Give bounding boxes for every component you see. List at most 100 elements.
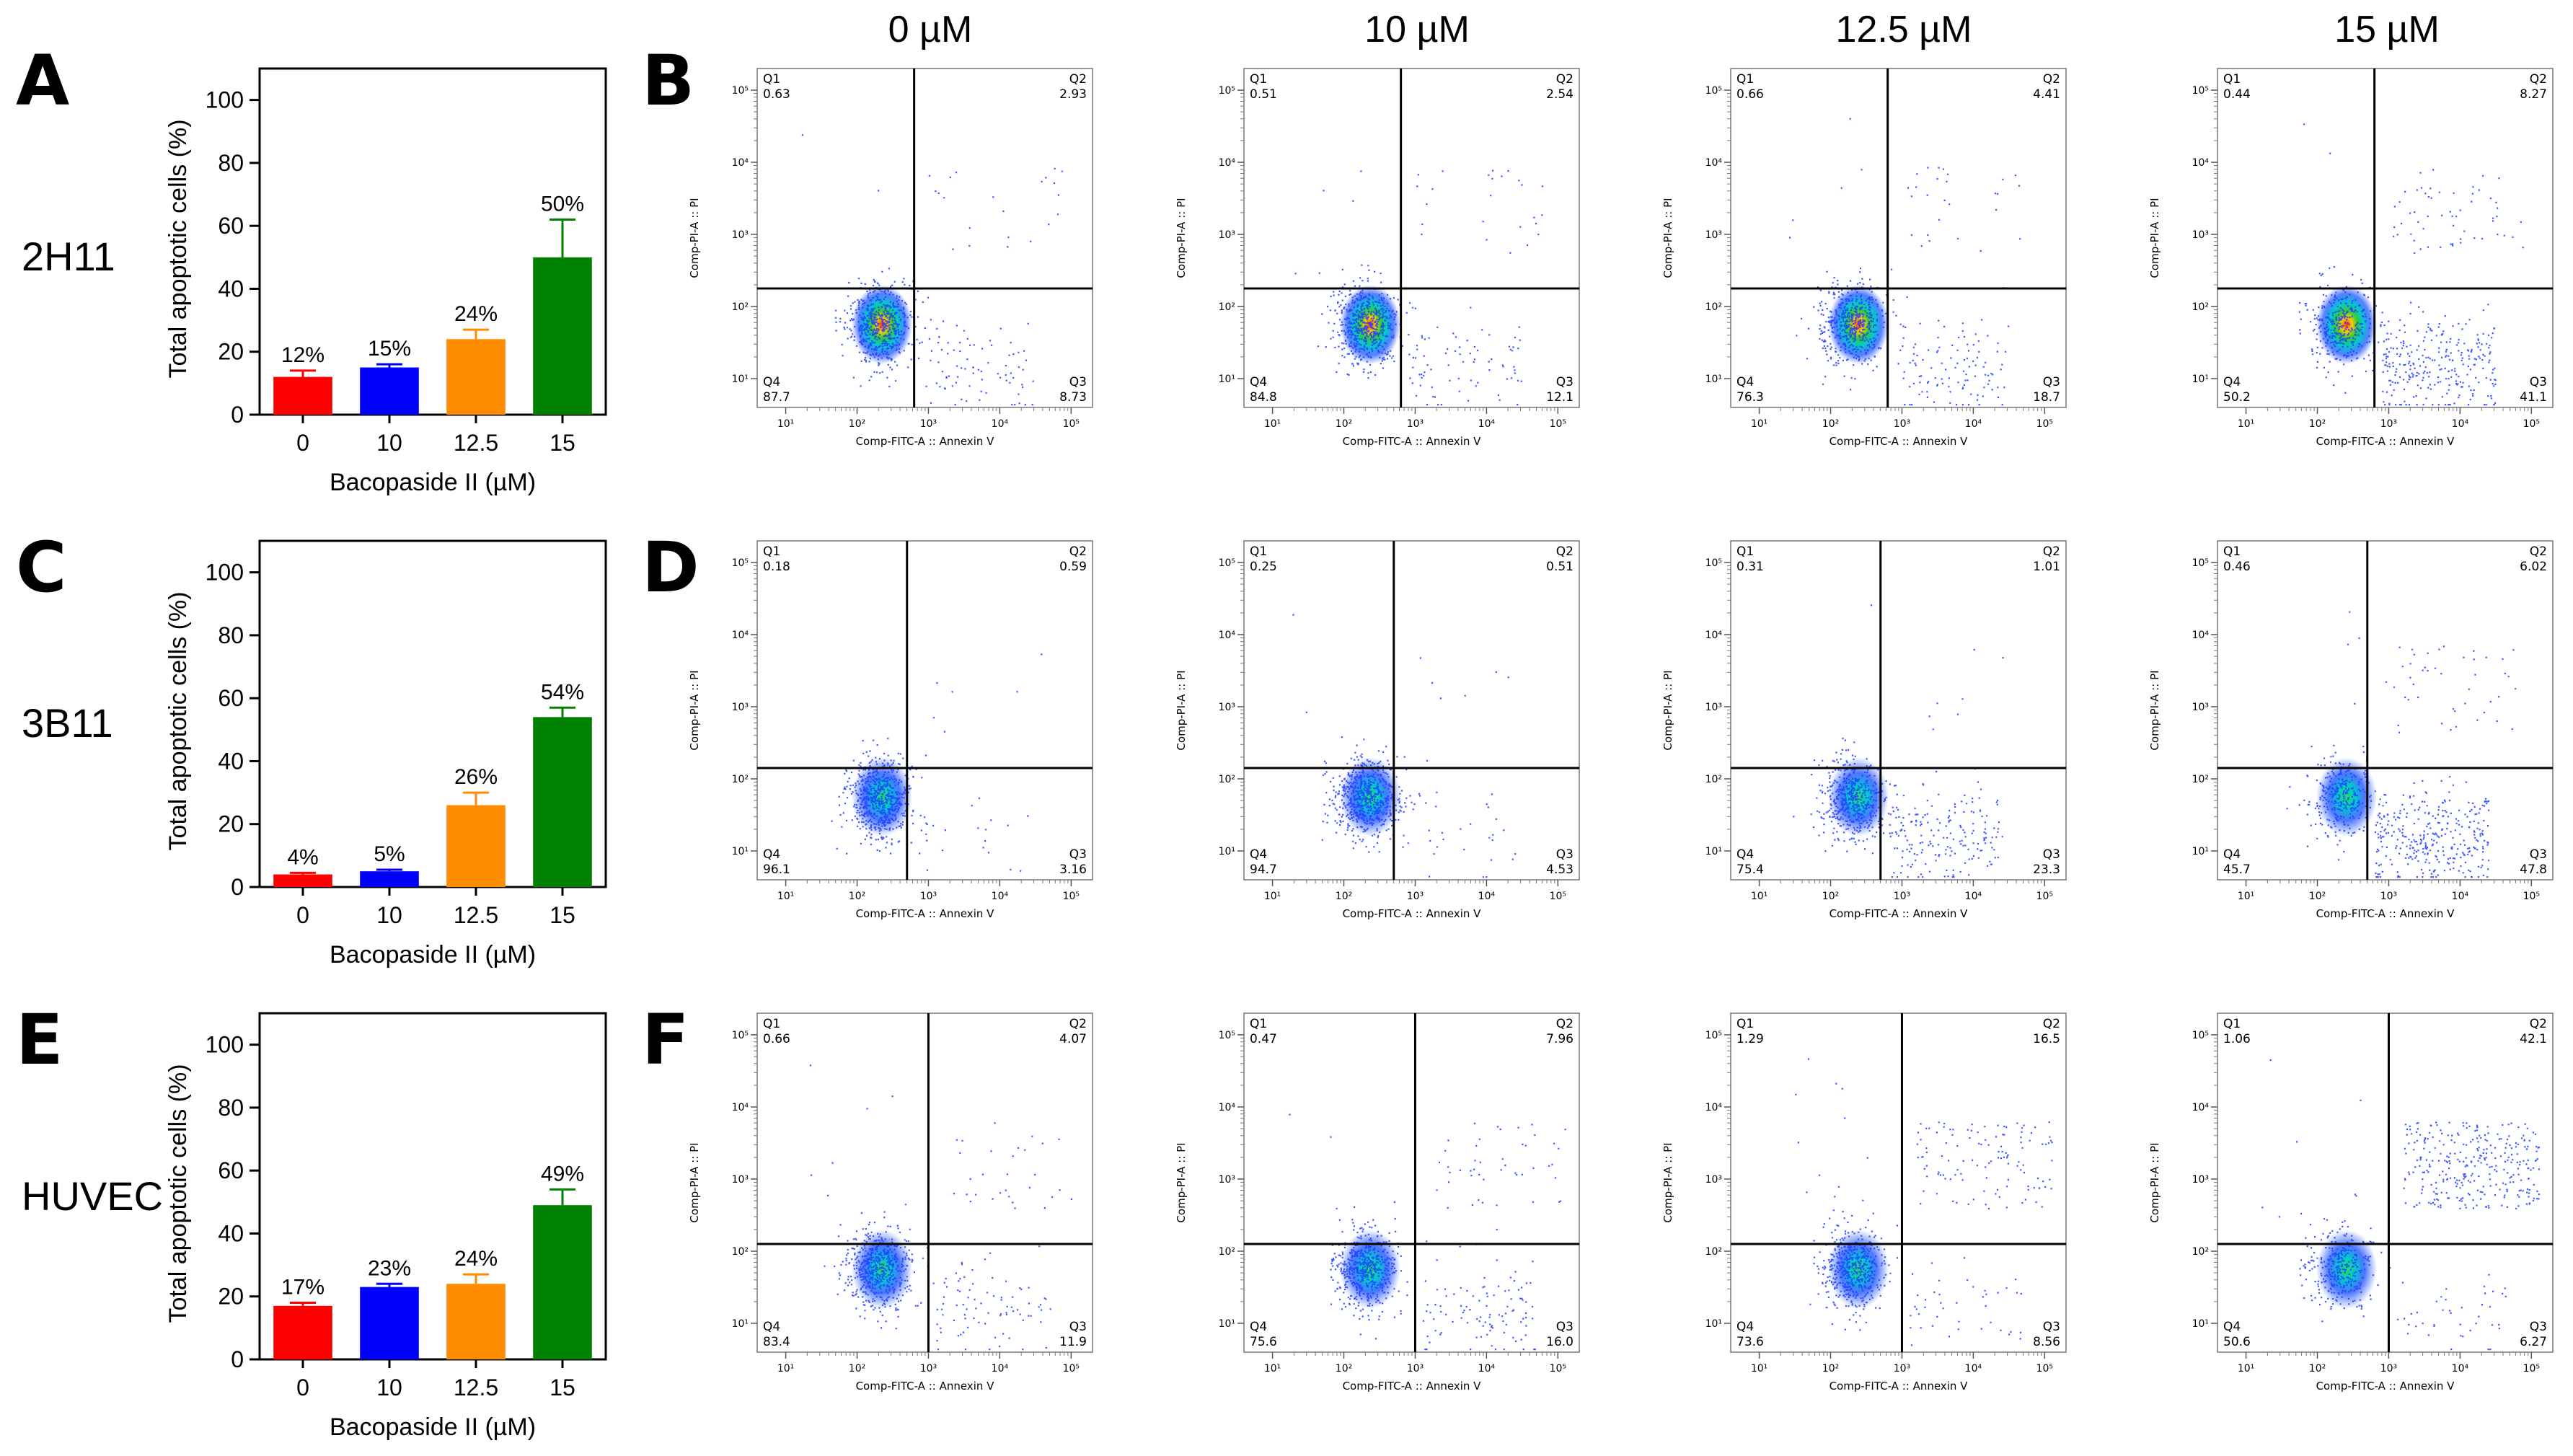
quadrant-name-q4: Q4 — [1250, 847, 1267, 862]
event-dots — [2286, 611, 2517, 878]
y-axis-label: Comp-PI-A :: PI — [2148, 670, 2161, 750]
event-dots — [831, 653, 1043, 872]
quadrant-value-q1: 0.66 — [763, 1032, 790, 1046]
y-axis-label: Comp-PI-A :: PI — [1661, 1142, 1674, 1222]
quadrant-value-q3: 41.1 — [2520, 390, 2547, 405]
y-tick-label: 10³ — [1705, 229, 1722, 241]
x-tick-label: 10⁴ — [1965, 891, 1982, 902]
y-tick-label: 10¹ — [732, 846, 749, 857]
x-axis-label: Comp-FITC-A :: Annexin V — [1830, 435, 1969, 448]
quadrant-name-q3: Q3 — [1069, 1320, 1087, 1334]
panel-letter-b: B — [642, 40, 694, 121]
x-tick-label: 10⁵ — [1550, 418, 1566, 430]
y-tick-label: 10¹ — [1705, 374, 1722, 385]
x-tick-label: 10² — [849, 891, 865, 902]
y-tick-label: 10⁵ — [2192, 1030, 2209, 1041]
x-tick-label: 10² — [849, 1363, 865, 1375]
y-tick-label: 10⁵ — [732, 557, 749, 569]
x-axis-label: Comp-FITC-A :: Annexin V — [1343, 1380, 1482, 1393]
y-axis-label: Total apoptotic cells (%) — [164, 591, 192, 850]
x-axis-label: Bacopaside II (µM) — [330, 1413, 536, 1441]
x-tick-label: 10⁵ — [2036, 891, 2053, 902]
x-tick-label: 10⁵ — [2523, 418, 2540, 430]
panel-letter-e: E — [16, 1000, 63, 1080]
bar-value-label: 50% — [541, 192, 584, 216]
quadrant-value-q4: 96.1 — [763, 862, 790, 877]
x-tick-label: 10² — [2309, 418, 2326, 430]
quadrant-name-q4: Q4 — [1736, 847, 1754, 862]
bar — [360, 1287, 419, 1359]
quadrant-value-q2: 4.41 — [2033, 87, 2060, 102]
y-axis-label: Comp-PI-A :: PI — [1661, 198, 1674, 278]
quadrant-name-q2: Q2 — [2530, 544, 2547, 559]
quadrant-value-q1: 0.46 — [2223, 560, 2251, 574]
conc-header-0: 0 µM — [888, 9, 973, 50]
plot-frame — [2217, 68, 2554, 408]
quadrant-value-q2: 0.51 — [1546, 560, 1574, 574]
x-tick-label: 10³ — [920, 418, 937, 430]
event-dots — [1793, 604, 2004, 878]
x-tick-label: 10³ — [920, 891, 937, 902]
bar-value-label: 24% — [454, 302, 498, 326]
y-tick-label: 10¹ — [1219, 846, 1235, 857]
y-tick-label: 10¹ — [2192, 1318, 2209, 1330]
y-axis-label: Total apoptotic cells (%) — [164, 1064, 192, 1323]
x-tick-label: 10¹ — [777, 418, 794, 430]
y-axis-label: Comp-PI-A :: PI — [2148, 198, 2161, 278]
y-tick-label: 10⁵ — [732, 85, 749, 97]
quadrant-value-q2: 2.93 — [1059, 87, 1087, 102]
y-tick-label: 10² — [2192, 1246, 2209, 1258]
y-tick-label: 10² — [2192, 301, 2209, 313]
x-tick-label: 10³ — [2380, 418, 2397, 430]
quadrant-value-q1: 1.29 — [1736, 1032, 1764, 1046]
cell-line-label-huvec: HUVEC — [22, 1173, 163, 1219]
quadrant-value-q1: 0.31 — [1736, 560, 1764, 574]
y-tick-label: 20 — [218, 339, 244, 365]
y-tick-label: 10⁴ — [1705, 157, 1723, 169]
quadrant-name-q1: Q1 — [763, 72, 780, 87]
y-tick-label: 10³ — [1705, 1174, 1722, 1186]
panel-letter-a: A — [16, 40, 69, 121]
bar — [273, 1305, 332, 1359]
quadrant-name-q2: Q2 — [1069, 544, 1087, 559]
quadrant-name-q1: Q1 — [2223, 72, 2241, 87]
quadrant-name-q1: Q1 — [2223, 544, 2241, 559]
x-axis-label: Bacopaside II (µM) — [330, 469, 536, 496]
plot-frame — [2217, 1012, 2554, 1353]
y-tick-label: 0 — [231, 874, 244, 900]
y-tick-label: 10⁴ — [1219, 630, 1236, 641]
quadrant-value-q3: 12.1 — [1546, 390, 1574, 405]
y-tick-label: 10² — [1219, 301, 1235, 313]
quadrant-value-q3: 4.53 — [1546, 862, 1574, 877]
y-tick-label: 10¹ — [1219, 1318, 1235, 1330]
quadrant-value-q4: 76.3 — [1736, 390, 1764, 405]
quadrant-name-q3: Q3 — [2043, 847, 2060, 862]
x-tick-label: 10¹ — [2238, 418, 2254, 430]
bar-value-label: 23% — [368, 1256, 411, 1280]
x-tick-label: 10¹ — [777, 891, 794, 902]
x-tick-label: 10 — [376, 1375, 402, 1400]
bar-chart-huvec: 0 20 40 60 80 100 17% 0 23% 10 24% 12.5 49% 15 Bacopas… — [164, 1012, 607, 1441]
quadrant-value-q3: 8.56 — [2033, 1335, 2060, 1349]
y-tick-label: 10¹ — [732, 1318, 749, 1330]
y-tick-label: 10⁴ — [1219, 1102, 1236, 1113]
y-tick-label: 10⁴ — [2192, 630, 2210, 641]
y-axis-label: Comp-PI-A :: PI — [688, 1142, 701, 1222]
quadrant-name-q1: Q1 — [1250, 72, 1267, 87]
y-tick-label: 10⁵ — [1705, 1030, 1722, 1041]
conc-header-10: 10 µM — [1364, 9, 1470, 50]
plot-frame — [756, 540, 1093, 881]
x-tick-label: 10⁵ — [1063, 891, 1080, 902]
quadrant-value-q4: 75.4 — [1736, 862, 1764, 877]
y-tick-label: 0 — [231, 402, 244, 428]
y-tick-label: 10² — [1705, 301, 1722, 313]
x-tick-label: 10⁵ — [2036, 418, 2053, 430]
plot-frame — [1243, 540, 1580, 881]
quadrant-value-q4: 45.7 — [2223, 862, 2251, 877]
bar-value-label: 12% — [281, 343, 325, 367]
x-tick-label: 10¹ — [2238, 891, 2254, 902]
